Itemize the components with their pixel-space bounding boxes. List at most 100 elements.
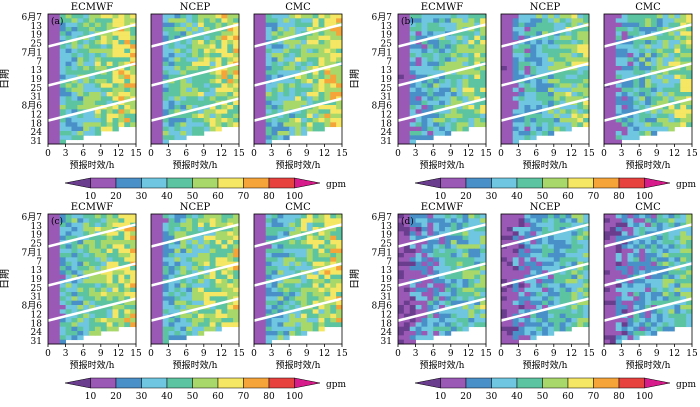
heatmap-cell [571, 296, 578, 302]
heatmap-cell [433, 131, 440, 136]
heatmap-cell [645, 126, 652, 132]
heatmap-cell [456, 309, 463, 315]
heatmap-cell [259, 335, 267, 341]
heatmap-cell [409, 339, 416, 345]
heatmap-cell [130, 240, 137, 245]
heatmap-cell [639, 66, 646, 71]
heatmap-cell [168, 66, 175, 71]
heatmap-cell [221, 57, 228, 63]
heatmap-cell [668, 61, 675, 67]
heatmap-cell [118, 309, 125, 315]
heatmap-cell [583, 100, 590, 106]
heatmap-cell [536, 48, 543, 54]
heatmap-cell [197, 126, 205, 132]
heatmap-cell [524, 331, 531, 336]
heatmap-cell [427, 248, 434, 254]
heatmap-cell [571, 40, 578, 45]
heatmap-cell [318, 257, 325, 263]
x-tick-label: 9 [201, 149, 207, 159]
heatmap-cell [186, 118, 193, 123]
heatmap-cell [83, 292, 90, 297]
heatmap-cell [421, 92, 428, 97]
heatmap-cell [118, 96, 125, 102]
heatmap-cell [415, 322, 422, 328]
heatmap-cell [433, 231, 440, 237]
x-tick-label: 15 [583, 149, 595, 159]
heatmap-cell [180, 270, 187, 276]
heatmap-cell [295, 244, 302, 250]
heatmap-cell [462, 70, 469, 76]
colorbar-tick-label: 40 [161, 192, 173, 202]
heatmap-cell [283, 18, 290, 24]
heatmap-cell [433, 40, 440, 45]
y-tick-label: 25 [31, 84, 43, 94]
heatmap-cell [265, 18, 272, 24]
heatmap-cell [130, 87, 137, 93]
heatmap-cell [289, 266, 296, 271]
y-tick-label: 8月6 [372, 101, 393, 112]
heatmap-cell [77, 240, 84, 245]
heatmap-cell [324, 53, 331, 58]
heatmap-cell [542, 53, 549, 58]
heatmap-cell [547, 318, 555, 323]
heatmap-cell [501, 305, 508, 310]
heatmap-cell [77, 44, 84, 50]
heatmap-cell [162, 253, 169, 258]
heatmap-cell [565, 40, 572, 45]
heatmap-cell [48, 57, 55, 63]
heatmap-cell [330, 79, 337, 84]
model-title: NCEP [530, 2, 561, 13]
heatmap-cell [318, 92, 325, 97]
heatmap-cell [621, 214, 628, 219]
heatmap-cell [542, 253, 549, 258]
heatmap-cell [156, 118, 164, 123]
heatmap-cell [403, 35, 411, 41]
heatmap-cell [559, 253, 566, 258]
heatmap-cell [130, 270, 137, 276]
heatmap-cell [421, 287, 428, 293]
heatmap-cell [151, 27, 158, 32]
heatmap-cell [468, 83, 475, 89]
colorbar-segment [440, 177, 467, 189]
heatmap-cell [627, 74, 634, 80]
heatmap-cell [180, 261, 187, 267]
heatmap-cell [403, 70, 411, 76]
heatmap-cell [118, 48, 125, 54]
heatmap-cell [609, 105, 617, 110]
heatmap-cell [94, 326, 102, 332]
heatmap-cell [265, 270, 272, 276]
heatmap-cell [59, 35, 66, 41]
heatmap-cell [100, 253, 108, 258]
heatmap-cell [77, 248, 84, 254]
heatmap-cell [289, 279, 296, 284]
heatmap-cell [227, 257, 234, 263]
heatmap-cell [318, 83, 325, 89]
heatmap-cell [577, 283, 584, 289]
heatmap-cell [456, 109, 463, 115]
heatmap-cell [192, 253, 199, 258]
heatmap-cell [583, 122, 590, 128]
heatmap-cell [542, 79, 549, 84]
heatmap-cell [662, 83, 669, 89]
heatmap-cell [668, 92, 675, 97]
colorbar-tick-label: 50 [187, 192, 199, 202]
heatmap-cell [283, 122, 290, 128]
heatmap-cell [615, 214, 622, 219]
heatmap-cell [571, 61, 578, 67]
heatmap-cell [444, 274, 452, 280]
heatmap-cell [512, 135, 519, 141]
heatmap-cell [192, 40, 199, 45]
heatmap-cell [100, 53, 108, 58]
heatmap-cell [662, 35, 669, 41]
x-tick-label: 9 [551, 349, 557, 359]
heatmap-cell [53, 57, 61, 63]
heatmap-cell [151, 74, 158, 80]
heatmap-cell [168, 118, 175, 123]
heatmap-cell [289, 83, 296, 89]
heatmap-cell [94, 227, 102, 232]
heatmap-cell [118, 218, 125, 224]
heatmap-cell [450, 109, 458, 115]
heatmap-cell [100, 266, 108, 271]
heatmap-cell [48, 48, 55, 54]
heatmap-cell [59, 131, 66, 136]
